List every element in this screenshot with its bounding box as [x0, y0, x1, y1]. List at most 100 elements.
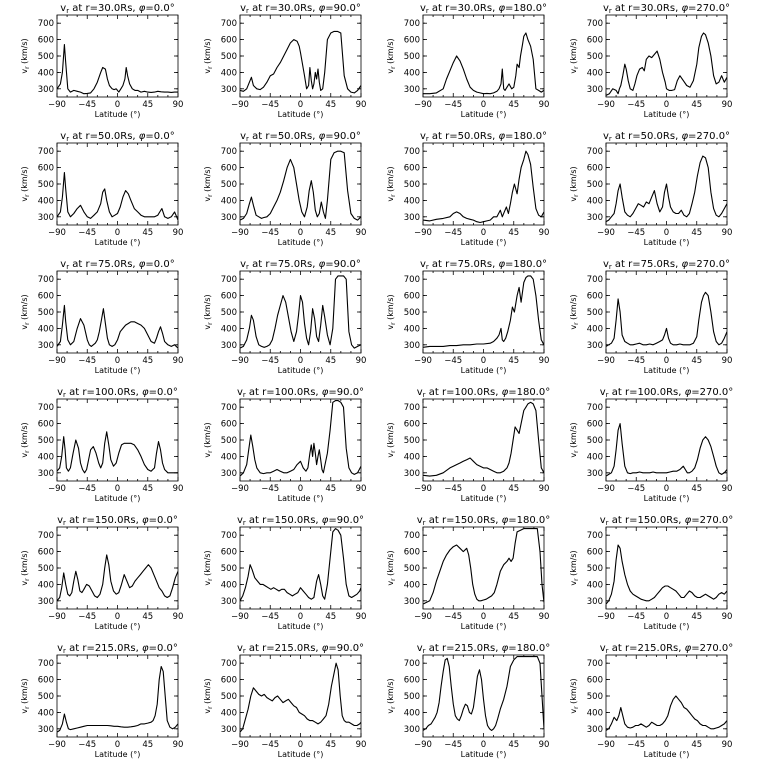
y-tick-label: 400 — [221, 196, 237, 206]
x-tick-label: 0 — [298, 484, 303, 494]
y-tick-label: 400 — [587, 452, 603, 462]
x-tick-label: 90 — [173, 356, 184, 366]
panel-title: vr at r=30.0Rs, φ=0.0° — [60, 3, 174, 15]
x-tick-label: 0 — [481, 740, 486, 750]
x-tick-label: 45 — [325, 484, 336, 494]
x-tick-label: 0 — [664, 228, 669, 238]
plot-frame — [422, 142, 545, 226]
panel-title: vr at r=100.0Rs, φ=180.0° — [417, 387, 550, 399]
x-tick-label: 45 — [325, 100, 336, 110]
y-tick-label: 500 — [38, 692, 54, 702]
y-tick-label: 600 — [221, 676, 237, 686]
x-tick-label: −90 — [414, 228, 432, 238]
x-tick-label: 45 — [325, 740, 336, 750]
series-line — [240, 528, 361, 602]
x-tick-label: 90 — [173, 740, 184, 750]
y-tick-label: 300 — [404, 469, 420, 479]
x-axis-label: Latitude (°) — [644, 494, 690, 503]
series-line — [606, 423, 727, 477]
y-tick-label: 700 — [587, 403, 603, 413]
y-tick-label: 400 — [221, 580, 237, 590]
series-line — [423, 528, 544, 605]
x-tick-label: 90 — [173, 228, 184, 238]
x-tick-label: 0 — [664, 484, 669, 494]
y-tick-label: 300 — [587, 469, 603, 479]
y-tick-label: 400 — [221, 68, 237, 78]
x-tick-label: −45 — [444, 228, 462, 238]
panel-2-1: vr at r=50.0Rs, φ=0.0° −90 −45 0 45 90 300 400 5… — [20, 131, 183, 247]
y-axis-label: vr (km/s) — [569, 678, 580, 713]
x-tick-label: 90 — [722, 228, 733, 238]
panel-title: vr at r=215.0Rs, φ=90.0° — [237, 643, 364, 655]
x-tick-label: 0 — [115, 356, 120, 366]
x-tick-label: 90 — [356, 612, 367, 622]
y-tick-label: 400 — [38, 580, 54, 590]
x-tick-label: 0 — [115, 100, 120, 110]
y-tick-label: 700 — [221, 531, 237, 541]
y-tick-label: 400 — [404, 196, 420, 206]
panel-title: vr at r=75.0Rs, φ=0.0° — [60, 259, 174, 271]
x-tick-label: 0 — [664, 612, 669, 622]
x-tick-label: −90 — [414, 612, 432, 622]
y-axis-label: vr (km/s) — [203, 38, 214, 73]
panel-title: vr at r=75.0Rs, φ=270.0° — [603, 259, 730, 271]
x-axis-label: Latitude (°) — [461, 494, 507, 503]
y-tick-label: 400 — [221, 452, 237, 462]
panel-title: vr at r=75.0Rs, φ=180.0° — [420, 259, 547, 271]
x-tick-label: −45 — [444, 356, 462, 366]
x-tick-label: 0 — [664, 100, 669, 110]
series-line — [606, 291, 727, 347]
x-axis-label: Latitude (°) — [278, 494, 324, 503]
y-tick-label: 700 — [38, 659, 54, 669]
x-tick-label: −90 — [231, 484, 249, 494]
plot-frame — [605, 654, 728, 738]
x-tick-label: 45 — [691, 356, 702, 366]
panel-title: vr at r=215.0Rs, φ=180.0° — [417, 643, 550, 655]
panel-title: vr at r=100.0Rs, φ=270.0° — [600, 387, 733, 399]
y-axis-label: vr (km/s) — [20, 422, 31, 457]
x-axis-label: Latitude (°) — [644, 750, 690, 759]
y-axis-label: vr (km/s) — [203, 294, 214, 329]
y-tick-label: 700 — [404, 531, 420, 541]
series-line — [240, 30, 361, 94]
x-tick-label: −45 — [627, 740, 645, 750]
y-tick-label: 600 — [38, 292, 54, 302]
y-tick-label: 600 — [587, 164, 603, 174]
y-tick-label: 500 — [404, 436, 420, 446]
series-line — [423, 275, 544, 348]
y-axis-label: vr (km/s) — [569, 422, 580, 457]
panel-3-4: vr at r=75.0Rs, φ=270.0° −90 −45 0 45 90 300 40… — [569, 259, 732, 375]
x-tick-label: 0 — [481, 484, 486, 494]
panel-5-1: vr at r=150.0Rs, φ=0.0° −90 −45 0 45 90 300 400… — [20, 515, 183, 631]
x-tick-label: −90 — [597, 740, 615, 750]
y-tick-label: 400 — [38, 452, 54, 462]
x-tick-label: 45 — [691, 740, 702, 750]
x-tick-label: −90 — [231, 100, 249, 110]
plot-frame — [56, 398, 179, 482]
y-axis-label: vr (km/s) — [569, 166, 580, 201]
plot-frame — [239, 526, 362, 610]
y-tick-label: 400 — [404, 708, 420, 718]
panel-5-4: vr at r=150.0Rs, φ=270.0° −90 −45 0 45 90 300 4… — [569, 515, 733, 631]
y-tick-label: 400 — [404, 452, 420, 462]
y-tick-label: 500 — [38, 436, 54, 446]
x-axis-label: Latitude (°) — [95, 622, 141, 631]
y-axis-label: vr (km/s) — [20, 166, 31, 201]
y-tick-label: 700 — [587, 147, 603, 157]
panel-title: vr at r=215.0Rs, φ=0.0° — [57, 643, 178, 655]
panel-4-4: vr at r=100.0Rs, φ=270.0° −90 −45 0 45 90 300 4… — [569, 387, 733, 503]
y-tick-label: 300 — [587, 213, 603, 223]
y-tick-label: 500 — [587, 180, 603, 190]
y-axis-label: vr (km/s) — [386, 678, 397, 713]
panel-title: vr at r=75.0Rs, φ=90.0° — [240, 259, 361, 271]
x-tick-label: −90 — [597, 100, 615, 110]
x-tick-label: 45 — [142, 484, 153, 494]
y-tick-label: 300 — [404, 213, 420, 223]
y-axis-label: vr (km/s) — [203, 678, 214, 713]
panel-4-3: vr at r=100.0Rs, φ=180.0° −90 −45 0 45 90 300 4… — [386, 387, 550, 503]
y-tick-label: 300 — [221, 725, 237, 735]
panel-title: vr at r=50.0Rs, φ=270.0° — [603, 131, 730, 143]
x-tick-label: −90 — [48, 356, 66, 366]
x-tick-label: 0 — [481, 356, 486, 366]
y-axis-label: vr (km/s) — [203, 422, 214, 457]
